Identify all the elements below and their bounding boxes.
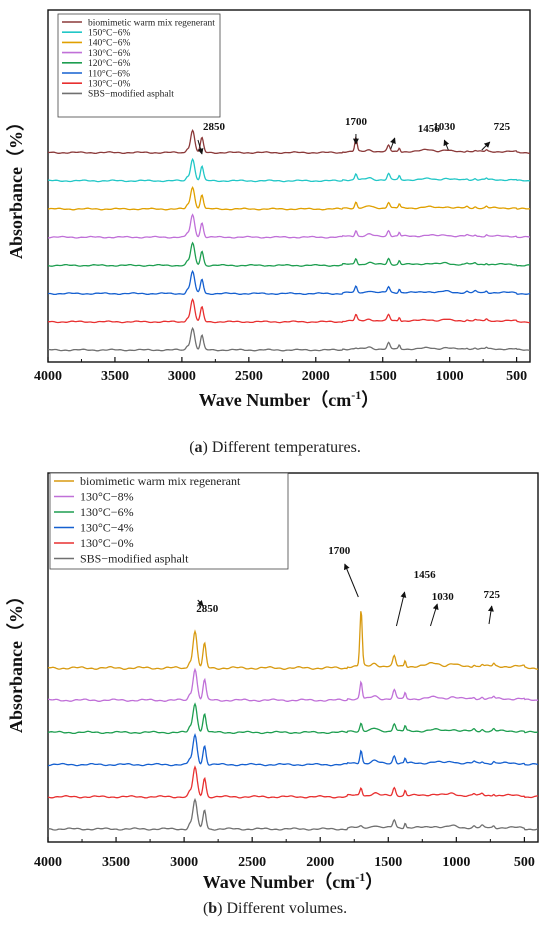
annotation-label: 1700	[328, 545, 351, 557]
legend-label: 130°C−0%	[80, 536, 134, 550]
series-line-0	[47, 611, 539, 670]
series-line-2	[47, 702, 539, 735]
annotation-arrow	[487, 605, 494, 625]
annotation-label: 725	[494, 121, 511, 133]
annotation-label: 1700	[345, 116, 368, 128]
series-line-7	[47, 326, 531, 352]
x-axis-title: Wave Number（cm-1）	[203, 870, 383, 892]
annotation-arrow	[443, 139, 450, 151]
panel-caption: (a) Different temperatures.	[189, 439, 361, 456]
plot-frame	[47, 9, 531, 363]
y-axis-title: Absorbance（%）	[6, 587, 26, 733]
annotation-arrow	[481, 141, 491, 151]
series-line-3	[48, 213, 530, 239]
legend-box	[57, 13, 221, 118]
series-line-3	[48, 733, 539, 767]
legend: biomimetic warm mix regenerant150°C−6%14…	[57, 13, 221, 118]
annotation-arrow	[197, 139, 204, 155]
series-line-5	[48, 269, 531, 296]
series-line-2	[47, 185, 531, 211]
x-tick-label: 1500	[374, 855, 402, 870]
x-tick-label: 500	[514, 855, 535, 870]
annotation-label: 2850	[203, 121, 226, 133]
legend-box	[49, 472, 289, 570]
chart-panel-b: 4000 3500 3000 2500 2000 1500 1000 500 Wave Numb…	[6, 472, 539, 917]
series-line-5	[47, 797, 539, 831]
x-tick-label: 500	[506, 369, 527, 384]
series-line-6	[48, 298, 531, 324]
x-tick-label: 3000	[168, 369, 196, 384]
annotation-label: 725	[483, 589, 500, 601]
series-line-1	[48, 667, 539, 702]
legend-label: 130°C−8%	[80, 490, 134, 504]
x-tick-label: 1000	[436, 369, 464, 384]
legend-label: 140°C−6%	[88, 38, 130, 49]
legend-label: 120°C−6%	[88, 58, 130, 69]
annotation-label: 1030	[432, 591, 455, 603]
annotation-arrow	[395, 591, 407, 627]
annotation-label: 1456	[418, 123, 441, 135]
x-tick-label: 3000	[170, 855, 198, 870]
series-line-4	[47, 241, 531, 267]
series-line-1	[47, 157, 531, 183]
x-tick-label: 1500	[369, 369, 397, 384]
y-axis-title: Absorbance（%）	[6, 113, 26, 259]
legend-label: 150°C−6%	[88, 28, 130, 39]
annotation-arrow	[390, 137, 396, 150]
annotation-arrow	[197, 599, 204, 607]
x-tick-label: 1000	[442, 855, 470, 870]
x-tick-label: 4000	[34, 369, 62, 384]
series-line-0	[47, 128, 531, 155]
x-tick-label: 3500	[101, 369, 129, 384]
legend-label: SBS−modified asphalt	[88, 89, 174, 100]
x-axis-title: Wave Number（cm-1）	[199, 388, 379, 410]
legend-label: 110°C−6%	[88, 68, 130, 79]
legend: biomimetic warm mix regenerant130°C−8%13…	[49, 472, 289, 570]
x-tick-label: 2000	[306, 855, 334, 870]
series-line-4	[47, 765, 539, 799]
legend-label: biomimetic warm mix regenerant	[88, 18, 215, 28]
x-tick-label: 4000	[34, 855, 62, 870]
x-tick-label: 3500	[102, 855, 130, 870]
legend-label: biomimetic warm mix regenerant	[80, 474, 241, 488]
panel-caption: (b) Different volumes.	[203, 900, 347, 917]
annotation-label: 1030	[433, 121, 456, 133]
annotation-arrow	[344, 563, 359, 598]
legend-label: SBS−modified asphalt	[80, 552, 189, 566]
legend-label: 130°C−6%	[80, 505, 134, 519]
chart-panel-a: 4000 3500 3000 2500 2000 1500 1000 500 Wave Numb…	[6, 9, 531, 456]
annotation-arrow	[429, 603, 439, 627]
x-tick-label: 2500	[235, 369, 263, 384]
plot-frame	[47, 472, 539, 843]
x-tick-label: 2000	[302, 369, 330, 384]
legend-label: 130°C−0%	[88, 79, 130, 90]
annotation-label: 1456	[414, 569, 437, 581]
annotation-label: 2850	[196, 603, 219, 615]
legend-label: 130°C−4%	[80, 521, 134, 535]
legend-label: 130°C−6%	[88, 48, 130, 59]
x-tick-label: 2500	[238, 855, 266, 870]
